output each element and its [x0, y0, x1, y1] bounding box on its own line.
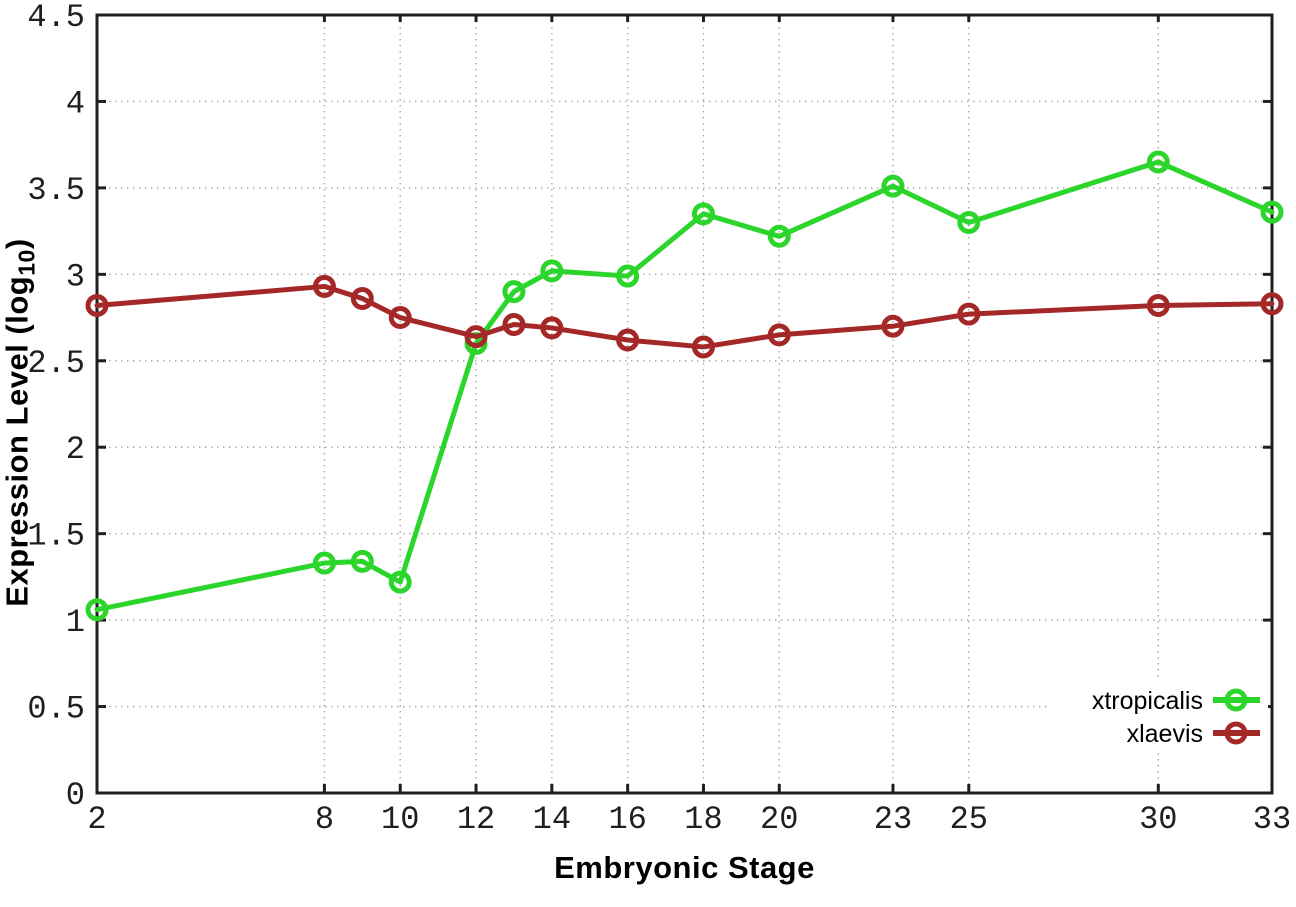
plot-border [95, 13, 1274, 795]
y-tick-label: 1 [66, 604, 85, 641]
y-tick-label: 0 [66, 777, 85, 814]
legend-label: xtropicalis [1092, 687, 1203, 715]
x-tick-label: 16 [608, 801, 646, 838]
data-point-xtropicalis [881, 174, 905, 198]
y-tick-label: 3 [66, 258, 85, 295]
data-point-xtropicalis [312, 551, 336, 575]
data-point-xtropicalis [957, 210, 981, 234]
data-point-xtropicalis [767, 224, 791, 248]
x-tick-label: 25 [950, 801, 988, 838]
data-point-xtropicalis [540, 259, 564, 283]
data-point-xlaevis [957, 302, 981, 326]
y-axis-title-text: Expression Level (log [0, 275, 35, 607]
data-point-xlaevis [767, 323, 791, 347]
data-point-xlaevis [85, 293, 109, 317]
y-axis-title-suffix: ) [0, 238, 35, 250]
series-line-xlaevis [94, 283, 1275, 350]
legend-marker-icon [1224, 721, 1248, 745]
data-point-xtropicalis [616, 264, 640, 288]
y-tick-label: 2.5 [27, 345, 85, 382]
x-tick-label: 18 [684, 801, 722, 838]
y-axis-title-subscript: 10 [13, 249, 40, 276]
y-tick-label: 4.5 [27, 0, 85, 36]
data-point-xtropicalis [350, 549, 374, 573]
legend-label: xlaevis [1127, 720, 1203, 748]
y-tick-label: 3.5 [27, 172, 85, 209]
data-point-xlaevis [691, 335, 715, 359]
data-point-xlaevis [1146, 293, 1170, 317]
y-tick-label: 1.5 [27, 518, 85, 555]
data-point-xtropicalis [388, 570, 412, 594]
x-tick-label: 8 [315, 801, 334, 838]
y-axis-title: Expression Level (log10) [0, 143, 41, 703]
data-point-xtropicalis [1260, 200, 1284, 224]
data-point-xlaevis [388, 306, 412, 330]
legend-marker-icon [1224, 688, 1248, 712]
x-tick-label: 20 [760, 801, 798, 838]
data-point-xlaevis [616, 328, 640, 352]
x-tick-label: 12 [457, 801, 495, 838]
x-tick-label: 2 [87, 801, 106, 838]
x-tick-label: 10 [381, 801, 419, 838]
data-point-xlaevis [881, 314, 905, 338]
data-point-xlaevis [464, 325, 488, 349]
x-tick-label: 30 [1139, 801, 1177, 838]
data-point-xlaevis [312, 274, 336, 298]
series-line-xtropicalis [94, 159, 1275, 613]
x-tick-label: 14 [533, 801, 571, 838]
data-point-xtropicalis [502, 280, 526, 304]
data-point-xtropicalis [85, 598, 109, 622]
data-point-xlaevis [350, 287, 374, 311]
x-tick-label: 33 [1253, 801, 1291, 838]
y-tick-label: 0.5 [27, 691, 85, 728]
data-point-xlaevis [502, 312, 526, 336]
data-point-xtropicalis [691, 202, 715, 226]
data-point-xlaevis [1260, 292, 1284, 316]
x-tick-label: 23 [874, 801, 912, 838]
y-tick-label: 4 [66, 85, 85, 122]
x-axis-title: Embryonic Stage [554, 850, 815, 885]
data-point-xlaevis [540, 316, 564, 340]
y-tick-label: 2 [66, 431, 85, 468]
data-point-xtropicalis [1146, 150, 1170, 174]
